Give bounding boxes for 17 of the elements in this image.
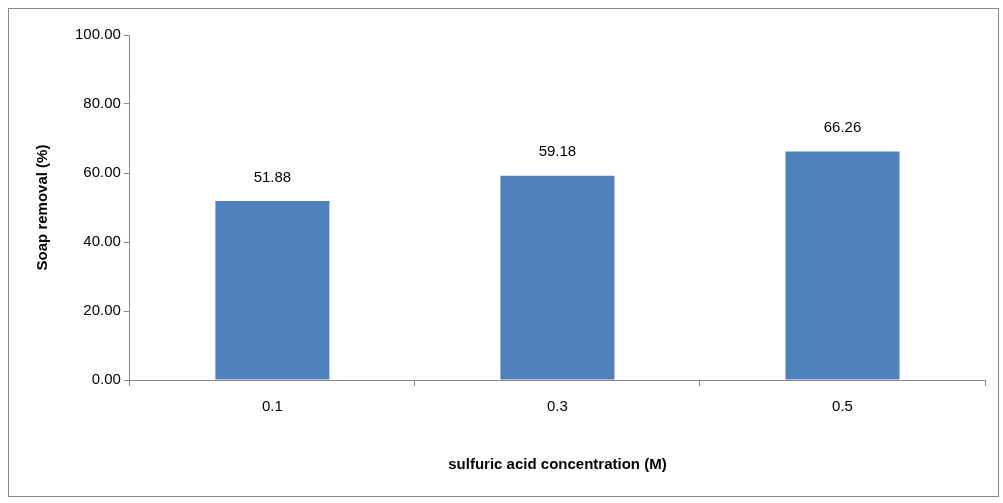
y-tick-label: 100.00 [74,25,121,43]
x-tick-label: 0.5 [832,397,853,415]
x-tick-label: 0.1 [261,397,283,415]
x-tick-label: 0.3 [547,397,568,415]
y-tick-label: 0.00 [91,370,121,388]
y-axis-title: Soap removal (%) [33,144,51,271]
y-tick-label: 20.00 [83,301,121,319]
y-tick-label: 40.00 [83,232,121,250]
y-tick-label: 60.00 [83,163,121,181]
bar [785,151,900,380]
data-label: 66.26 [823,118,862,136]
data-label: 59.18 [538,142,577,160]
data-label: 51.88 [253,167,292,185]
y-tick-label: 80.00 [83,94,121,112]
x-axis-title: sulfuric acid concentration (M) [448,455,667,473]
bar [500,175,615,380]
bar [215,201,330,380]
